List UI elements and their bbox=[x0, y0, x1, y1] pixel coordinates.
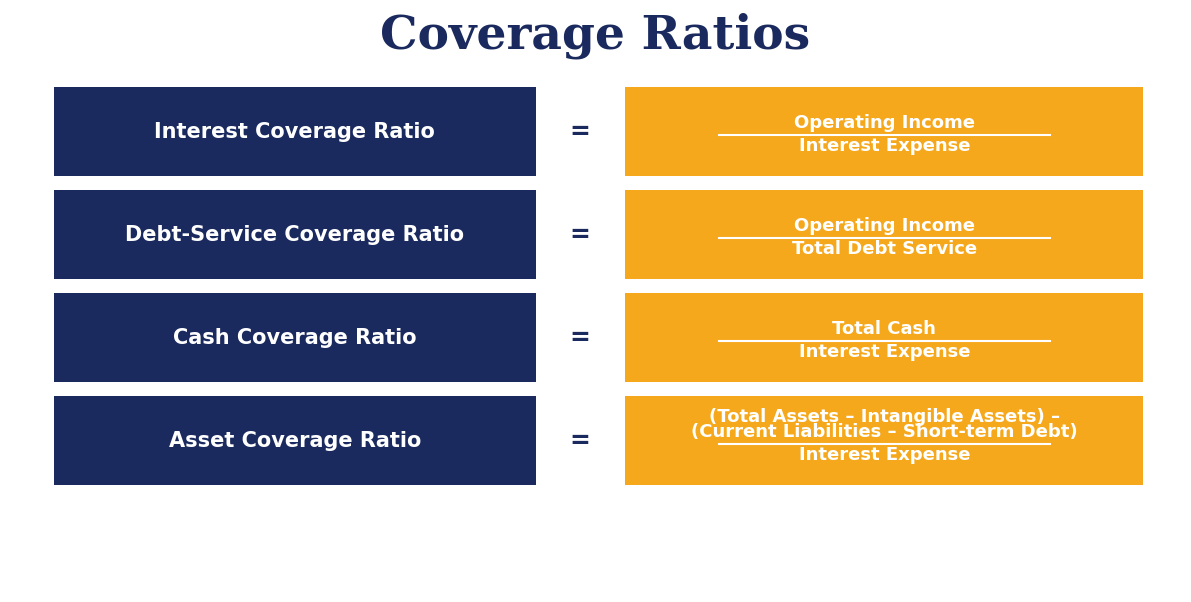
Text: Interest Expense: Interest Expense bbox=[799, 446, 969, 464]
Text: Cash Coverage Ratio: Cash Coverage Ratio bbox=[173, 327, 417, 348]
FancyBboxPatch shape bbox=[625, 190, 1143, 279]
FancyBboxPatch shape bbox=[54, 190, 536, 279]
Text: =: = bbox=[569, 223, 591, 247]
Text: Operating Income: Operating Income bbox=[794, 114, 974, 132]
Text: Operating Income: Operating Income bbox=[794, 217, 974, 235]
Text: Interest Coverage Ratio: Interest Coverage Ratio bbox=[155, 122, 435, 142]
FancyBboxPatch shape bbox=[54, 293, 536, 382]
Text: (Current Liabilities – Short-term Debt): (Current Liabilities – Short-term Debt) bbox=[691, 423, 1078, 441]
Text: =: = bbox=[569, 120, 591, 144]
FancyBboxPatch shape bbox=[54, 396, 536, 485]
Text: Debt-Service Coverage Ratio: Debt-Service Coverage Ratio bbox=[125, 225, 464, 245]
Text: Coverage Ratios: Coverage Ratios bbox=[380, 13, 811, 60]
Text: Interest Expense: Interest Expense bbox=[799, 137, 969, 155]
Text: Interest Expense: Interest Expense bbox=[799, 343, 969, 361]
Text: =: = bbox=[569, 326, 591, 350]
FancyBboxPatch shape bbox=[625, 87, 1143, 176]
FancyBboxPatch shape bbox=[625, 293, 1143, 382]
FancyBboxPatch shape bbox=[625, 396, 1143, 485]
Text: (Total Assets – Intangible Assets) –: (Total Assets – Intangible Assets) – bbox=[709, 408, 1060, 426]
Text: Total Debt Service: Total Debt Service bbox=[792, 240, 977, 258]
Text: =: = bbox=[569, 429, 591, 453]
Text: Asset Coverage Ratio: Asset Coverage Ratio bbox=[169, 430, 420, 451]
FancyBboxPatch shape bbox=[54, 87, 536, 176]
Text: Total Cash: Total Cash bbox=[833, 320, 936, 338]
